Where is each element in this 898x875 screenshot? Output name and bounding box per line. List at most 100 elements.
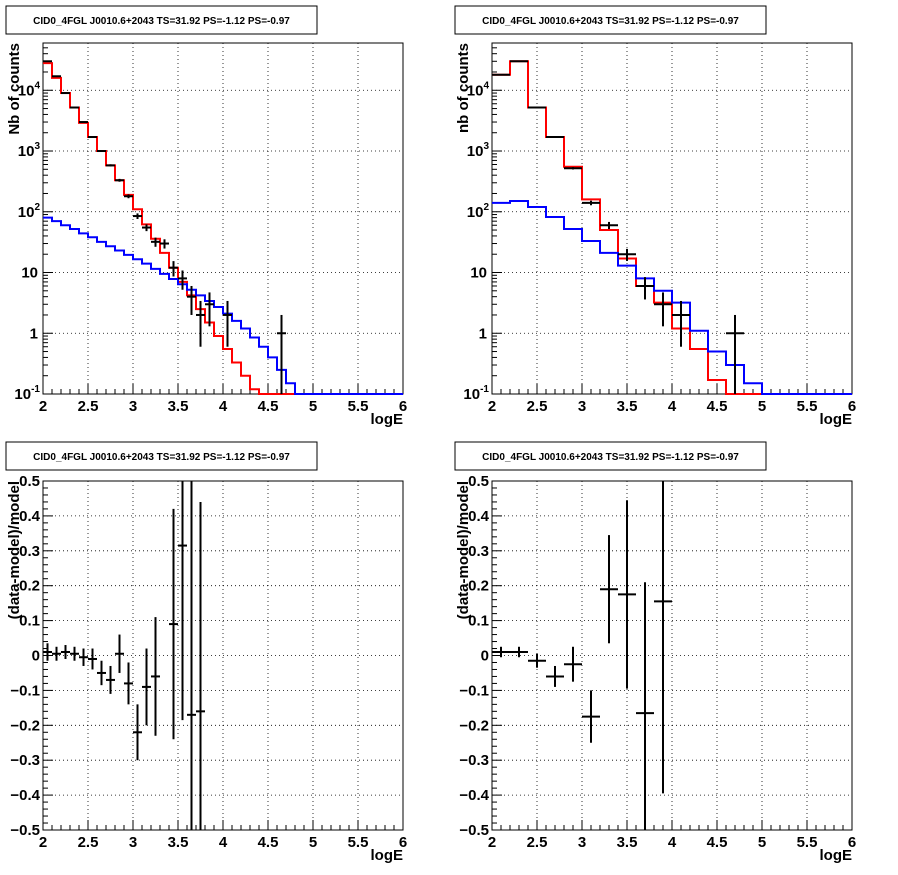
series-line-2: [43, 216, 403, 395]
data-point: [70, 106, 79, 109]
data-point: [636, 277, 654, 300]
residual-point: [546, 665, 564, 687]
y-tick-label: 0.3: [19, 543, 40, 560]
y-tick-label: 0: [32, 648, 40, 665]
x-tick-label: 3: [129, 398, 137, 415]
x-tick-label: 5.5: [797, 398, 818, 415]
data-point: [582, 200, 600, 206]
residual-point: [582, 690, 600, 743]
x-tick-label: 4: [668, 834, 677, 851]
y-axis-title: nb of counts: [455, 43, 472, 133]
y-tick-label: 0.4: [19, 508, 41, 525]
y-tick-label: 102: [18, 202, 41, 221]
x-tick-label: 5.5: [348, 398, 369, 415]
residual-point: [196, 501, 205, 830]
chart-panel-3: CID0_4FGL J0010.6+2043 TS=31.92 PS=-1.12…: [5, 441, 407, 864]
residual-point: [654, 481, 672, 794]
chart-title: CID0_4FGL J0010.6+2043 TS=31.92 PS=-1.12…: [482, 452, 739, 463]
x-tick-label: 3.5: [168, 398, 189, 415]
chart-panel-2: CID0_4FGL J0010.6+2043 TS=31.92 PS=-1.12…: [454, 5, 856, 428]
data-point: [726, 314, 744, 394]
x-tick-label: 6: [848, 398, 856, 415]
x-tick-label: 4.5: [258, 398, 279, 415]
y-tick-label: −0.4: [459, 787, 489, 804]
x-tick-label: 2: [488, 398, 496, 415]
x-tick-label: 5: [758, 398, 766, 415]
y-tick-label: −0.3: [10, 752, 40, 769]
residual-point: [43, 643, 52, 661]
chart-title-box: [5, 5, 318, 35]
data-point: [564, 167, 582, 170]
residual-point: [106, 665, 115, 694]
y-tick-label: 103: [467, 141, 490, 160]
y-tick-label: −0.5: [10, 822, 40, 839]
y-tick-label: 104: [467, 80, 490, 99]
x-axis-title: logE: [371, 411, 404, 428]
residual-point: [52, 646, 61, 661]
y-tick-label: −0.3: [459, 752, 489, 769]
y-axis-title: (data-model)/model: [6, 481, 23, 619]
x-tick-label: 3: [129, 834, 137, 851]
y-tick-label: 0: [481, 648, 489, 665]
residual-point: [169, 508, 178, 740]
y-tick-label: −0.2: [459, 717, 489, 734]
residual-point: [115, 634, 124, 673]
residual-point: [61, 645, 70, 659]
chart-panel-1: CID0_4FGL J0010.6+2043 TS=31.92 PS=-1.12…: [5, 5, 407, 428]
data-point: [151, 237, 160, 247]
residual-point: [618, 500, 636, 689]
y-tick-label: 10-1: [14, 384, 40, 403]
residual-point: [187, 481, 196, 830]
data-point: [600, 221, 618, 230]
data-point: [277, 314, 286, 394]
x-tick-label: 2.5: [78, 398, 99, 415]
residual-point: [636, 582, 654, 830]
y-tick-label: 0.5: [19, 473, 40, 490]
data-point: [672, 300, 690, 347]
chart-title-box: [5, 441, 318, 471]
data-point: [528, 106, 546, 109]
residual-point: [97, 660, 106, 686]
data-point: [61, 92, 70, 95]
x-tick-label: 2: [39, 398, 47, 415]
series-line-1: [43, 62, 403, 395]
x-axis-title: logE: [820, 411, 853, 428]
y-tick-label: 104: [18, 80, 41, 99]
residual-point: [88, 648, 97, 670]
data-point: [115, 178, 124, 182]
x-tick-label: 6: [399, 834, 407, 851]
y-axis-title: Nb of counts: [6, 43, 23, 135]
data-point: [133, 213, 142, 220]
x-tick-label: 2.5: [527, 398, 548, 415]
y-tick-label: 10-1: [463, 384, 489, 403]
x-tick-label: 4.5: [258, 834, 279, 851]
x-tick-label: 2.5: [527, 834, 548, 851]
residual-point: [564, 646, 582, 682]
x-tick-label: 4: [219, 834, 228, 851]
x-tick-label: 2: [39, 834, 47, 851]
x-tick-label: 6: [848, 834, 856, 851]
chart-panel-4: CID0_4FGL J0010.6+2043 TS=31.92 PS=-1.12…: [454, 441, 856, 864]
x-axis-title: logE: [371, 847, 404, 864]
chart-title-box: [454, 441, 767, 471]
residual-point: [151, 617, 160, 736]
residual-point: [492, 646, 510, 658]
data-point: [178, 270, 187, 290]
y-tick-label: 1: [30, 325, 38, 342]
data-point: [223, 300, 232, 347]
chart-title: CID0_4FGL J0010.6+2043 TS=31.92 PS=-1.12…: [33, 16, 290, 27]
y-tick-label: −0.2: [10, 717, 40, 734]
x-tick-label: 4: [219, 398, 228, 415]
y-tick-label: 0.4: [468, 508, 490, 525]
x-tick-label: 6: [399, 398, 407, 415]
x-tick-label: 3.5: [617, 834, 638, 851]
x-tick-label: 3: [578, 398, 586, 415]
residual-point: [133, 704, 142, 761]
data-point: [79, 121, 88, 124]
data-point: [654, 292, 672, 327]
x-tick-label: 4.5: [707, 398, 728, 415]
y-tick-label: 0.1: [468, 613, 489, 630]
y-tick-label: −0.5: [459, 822, 489, 839]
residual-point: [510, 646, 528, 658]
